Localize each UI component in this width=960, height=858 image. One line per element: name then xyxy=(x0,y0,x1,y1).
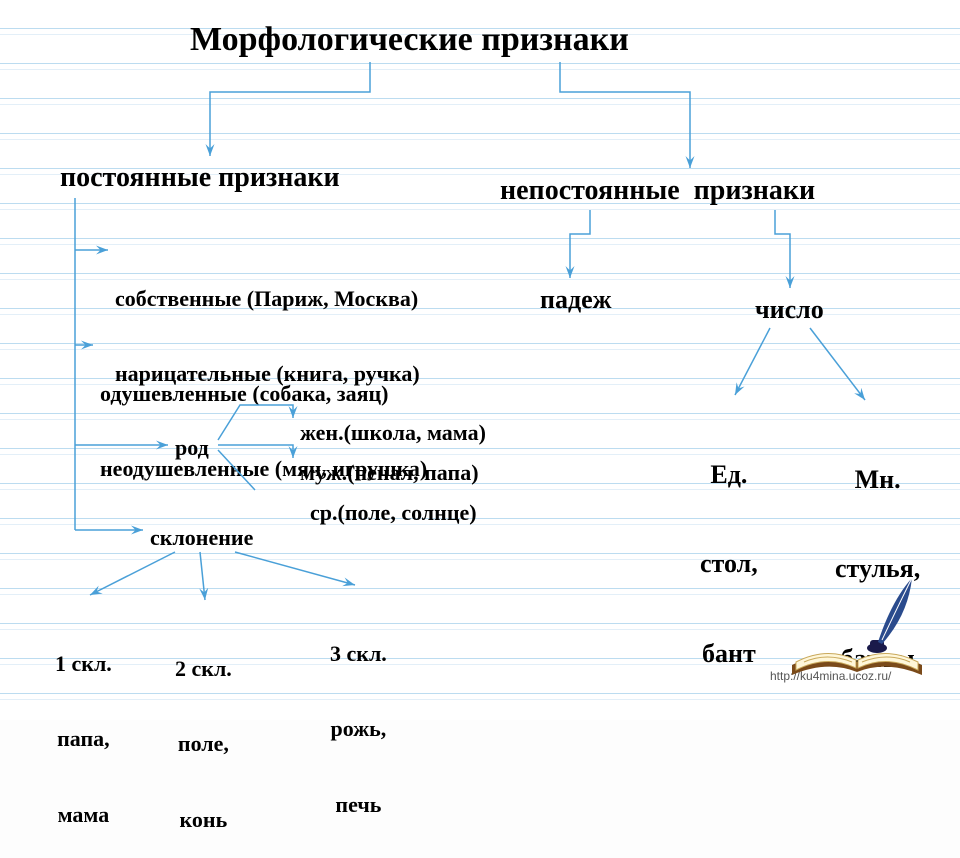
number-label: число xyxy=(755,295,824,325)
number-singular: Ед. стол, бант xyxy=(700,400,758,699)
right-branch-label: непостоянные признаки xyxy=(500,175,815,207)
declension-2: 2 скл. поле, конь xyxy=(175,605,232,858)
gender-neut: ср.(поле, солнце) xyxy=(310,500,477,525)
gender-masc: муж.(пенал, папа) xyxy=(300,460,479,485)
gender-label: род xyxy=(175,435,209,460)
declension-3: 3 скл. рожь, печь xyxy=(330,590,387,843)
case-label: падеж xyxy=(540,285,612,315)
animate-line-1: одушевленные (собака, заяц) xyxy=(100,381,427,406)
book-quill-icon xyxy=(782,570,932,690)
left-branch-label: постоянные признаки xyxy=(60,162,340,194)
declension-label: склонение xyxy=(150,525,253,550)
gender-fem: жен.(школа, мама) xyxy=(300,420,486,445)
declension-1: 1 скл. папа, мама xyxy=(55,600,112,853)
proper-line-1: собственные (Париж, Москва) xyxy=(115,286,420,311)
page-title: Морфологические признаки xyxy=(190,20,629,59)
